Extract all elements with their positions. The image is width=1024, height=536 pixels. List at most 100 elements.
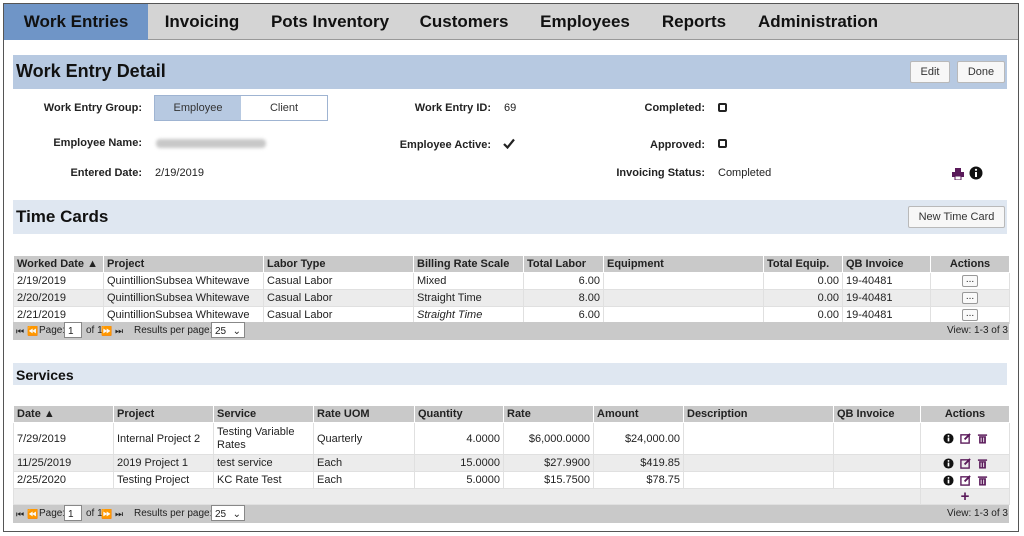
actions-cell: ... (930, 306, 1010, 324)
page-title: Work Entry Detail (16, 61, 166, 81)
actions-cell: ... (930, 289, 1010, 307)
first-page-icon[interactable]: ⏮ (16, 509, 25, 519)
col-service[interactable]: Service (213, 405, 314, 423)
row-actions-button[interactable]: ... (962, 292, 978, 305)
col-project[interactable]: Project (113, 405, 214, 423)
cell: Each (313, 471, 415, 489)
tab-administration[interactable]: Administration (758, 12, 878, 31)
tab-employees[interactable]: Employees (540, 12, 630, 31)
new-time-card-button[interactable]: New Time Card (908, 206, 1005, 228)
edit-icon[interactable] (959, 474, 971, 486)
rpp-value: 25 (215, 326, 227, 337)
prev-page-icon[interactable]: ⏪ (27, 326, 39, 336)
last-page-icon[interactable]: ⏭ (115, 326, 124, 336)
cell: Straight Time (413, 289, 524, 307)
cell: 8.00 (523, 289, 604, 307)
col-worked-date[interactable]: Worked Date ▲ (13, 255, 104, 273)
page-input[interactable]: 1 (64, 322, 82, 338)
cell: KC Rate Test (213, 471, 314, 489)
completed-checkbox[interactable] (718, 103, 727, 112)
chevron-down-icon: ⌄ (232, 326, 241, 337)
col-project[interactable]: Project (103, 255, 264, 273)
cell: 0.00 (763, 289, 843, 307)
info-icon[interactable] (942, 433, 954, 444)
col-amount[interactable]: Amount (593, 405, 684, 423)
work-entry-id-value: 69 (504, 102, 517, 114)
tab-pots-inventory[interactable]: Pots Inventory (270, 12, 390, 31)
cell: Testing Project (113, 471, 214, 489)
last-page-icon[interactable]: ⏭ (115, 509, 124, 519)
actions-cell (920, 454, 1010, 472)
cell (833, 454, 921, 472)
tab-customers[interactable]: Customers (419, 12, 509, 31)
cell: 11/25/2019 (13, 454, 114, 472)
cell: 19-40481 (842, 272, 931, 290)
col-qb-invoice[interactable]: QB Invoice (833, 405, 921, 423)
cell: Casual Labor (263, 272, 414, 290)
rpp-select[interactable]: 25 ⌄ (211, 322, 245, 338)
col-quantity[interactable]: Quantity (414, 405, 504, 423)
page-input[interactable]: 1 (64, 505, 82, 521)
col-total-labor[interactable]: Total Labor (523, 255, 604, 273)
cell: $15.7500 (503, 471, 594, 489)
tab-invoicing[interactable]: Invoicing (164, 12, 240, 31)
row-actions-button[interactable]: ... (962, 275, 978, 288)
table-row: 2/20/2019 QuintillionSubsea Whitewave Ca… (13, 289, 1010, 307)
trash-icon[interactable] (977, 458, 988, 469)
printer-icon[interactable] (952, 168, 964, 180)
cell: Straight Time (413, 306, 524, 324)
next-page-icon[interactable]: ⏩ (101, 326, 113, 336)
cell: 6.00 (523, 306, 604, 324)
group-option-employee[interactable]: Employee (155, 96, 241, 120)
cell: 2/19/2019 (13, 272, 104, 290)
info-icon[interactable] (969, 166, 983, 180)
col-date[interactable]: Date ▲ (13, 405, 114, 423)
table-row: 7/29/2019 Internal Project 2 Testing Var… (13, 422, 1010, 455)
add-icon[interactable]: + (920, 488, 1010, 505)
col-qb-invoice[interactable]: QB Invoice (842, 255, 931, 273)
col-total-equip[interactable]: Total Equip. (763, 255, 843, 273)
rpp-select[interactable]: 25 ⌄ (211, 505, 245, 521)
info-icon[interactable] (942, 475, 954, 486)
cell: 19-40481 (842, 306, 931, 324)
approved-checkbox[interactable] (718, 139, 727, 148)
trash-icon[interactable] (977, 475, 988, 486)
cell: $78.75 (593, 471, 684, 489)
view-count: View: 1-3 of 3 (947, 325, 1008, 336)
cell: Casual Labor (263, 306, 414, 324)
next-page-icon[interactable]: ⏩ (101, 509, 113, 519)
entered-date-label: Entered Date: (70, 167, 142, 179)
cell: Mixed (413, 272, 524, 290)
prev-page-icon[interactable]: ⏪ (27, 509, 39, 519)
group-toggle: Employee Client (154, 95, 328, 121)
edit-button[interactable]: Edit (910, 61, 950, 83)
col-labor-type[interactable]: Labor Type (263, 255, 414, 273)
page-of: of 1 (86, 325, 103, 336)
row-actions-button[interactable]: ... (962, 309, 978, 322)
actions-cell (920, 471, 1010, 489)
col-equipment[interactable]: Equipment (603, 255, 764, 273)
first-page-icon[interactable]: ⏮ (16, 326, 25, 336)
employee-name-value (156, 139, 266, 148)
col-description[interactable]: Description (683, 405, 834, 423)
col-rate[interactable]: Rate (503, 405, 594, 423)
done-button[interactable]: Done (957, 61, 1005, 83)
info-icon[interactable] (942, 458, 954, 469)
services-header: Services (13, 363, 1007, 385)
cell (833, 471, 921, 489)
trash-icon[interactable] (977, 433, 988, 444)
page-label: Page: (39, 325, 66, 336)
invoicing-status-value: Completed (718, 167, 772, 179)
group-option-client[interactable]: Client (269, 102, 299, 114)
group-label: Work Entry Group: (43, 102, 142, 114)
col-billing-rate-scale[interactable]: Billing Rate Scale (413, 255, 524, 273)
edit-icon[interactable] (959, 433, 971, 444)
tab-work-entries[interactable]: Work Entries (4, 4, 148, 40)
cell: QuintillionSubsea Whitewave (103, 272, 264, 290)
timecards-table: Worked Date ▲ Project Labor Type Billing… (13, 255, 1010, 324)
edit-icon[interactable] (959, 457, 971, 469)
col-rate-uom[interactable]: Rate UOM (313, 405, 415, 423)
cell: 0.00 (763, 272, 843, 290)
page-of: of 1 (86, 508, 103, 519)
tab-reports[interactable]: Reports (661, 12, 727, 31)
